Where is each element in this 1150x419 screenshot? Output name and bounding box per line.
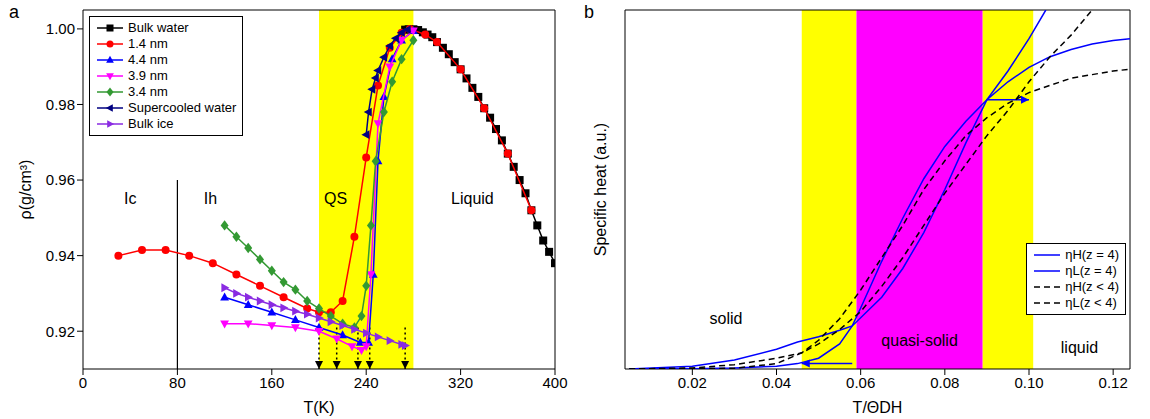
html-text:3.4 nm: 3.4 nm [128,84,168,99]
svg-text:0.12: 0.12 [1099,374,1128,391]
svg-text:1.00: 1.00 [46,20,75,37]
html-text:a: a [9,2,19,22]
svg-text:0.94: 0.94 [46,247,75,264]
svg-text:0: 0 [79,374,87,391]
svg-text:liquid: liquid [1061,339,1098,356]
svg-text:0.10: 0.10 [1014,374,1043,391]
html-text:Bulk water: Bulk water [128,20,189,35]
svg-text:T(K): T(K) [303,399,334,416]
svg-text:Ic: Ic [124,190,136,207]
html-text:Supercooled water: Supercooled water [128,100,237,115]
svg-text:320: 320 [448,374,473,391]
svg-text:160: 160 [259,374,284,391]
svg-text:Specific heat (a.u.): Specific heat (a.u.) [592,123,609,256]
html-text:ηH(z < 4): ηH(z < 4) [1065,279,1119,295]
html-text:ηL(z < 4): ηL(z < 4) [1065,295,1117,311]
svg-text:0.02: 0.02 [678,374,707,391]
svg-text:T/ΘDH: T/ΘDH [853,399,903,416]
html-text:1.4 nm: 1.4 nm [128,36,168,51]
svg-text:Liquid: Liquid [451,190,494,207]
svg-text:0.96: 0.96 [46,171,75,188]
svg-text:0.06: 0.06 [846,374,875,391]
svg-text:0.08: 0.08 [930,374,959,391]
svg-text:240: 240 [354,374,379,391]
svg-text:Ih: Ih [204,190,217,207]
svg-text:0.04: 0.04 [762,374,791,391]
svg-text:QS: QS [324,190,347,207]
svg-text:400: 400 [542,374,567,391]
html-text:ηH(z = 4): ηH(z = 4) [1065,247,1119,263]
html-text:Bulk ice: Bulk ice [128,116,174,131]
html-text:b: b [584,2,594,22]
html-text:3.9 nm: 3.9 nm [128,68,168,83]
svg-text:quasi-solid: quasi-solid [881,332,957,349]
html-text:ηL(z = 4): ηL(z = 4) [1065,263,1117,279]
svg-text:0.92: 0.92 [46,323,75,340]
svg-text:80: 80 [169,374,186,391]
svg-text:solid: solid [710,310,743,327]
svg-text:ρ(g/cm³): ρ(g/cm³) [17,160,34,220]
svg-text:0.98: 0.98 [46,96,75,113]
html-text:4.4 nm: 4.4 nm [128,52,168,67]
